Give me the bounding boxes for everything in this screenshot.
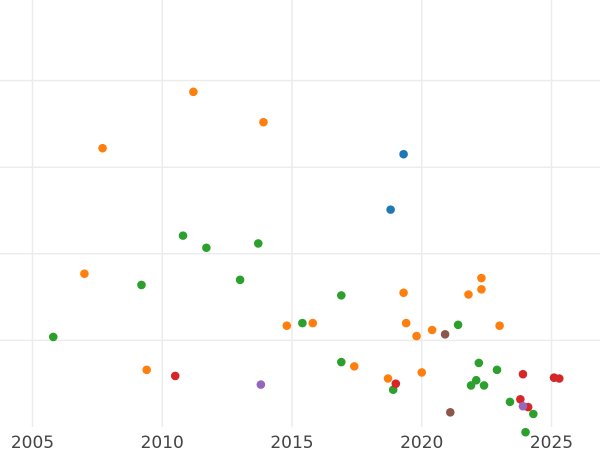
- scatter-point: [170, 371, 180, 381]
- scatter-point: [516, 394, 525, 404]
- x-axis-ticks: 2005 2010 2015 2020 2025: [11, 433, 573, 450]
- scatter-point: [518, 401, 528, 411]
- scatter-point: [189, 87, 198, 97]
- grid-layer: [0, 0, 600, 427]
- scatter-point: [492, 365, 502, 375]
- scatter-point: [399, 149, 408, 159]
- scatter-point: [440, 330, 450, 339]
- scatter-point: [477, 273, 486, 283]
- scatter-point: [554, 374, 564, 383]
- x-tick-label: 2020: [400, 433, 443, 450]
- scatter-point: [235, 275, 245, 285]
- scatter-point: [349, 362, 359, 371]
- scatter-point: [453, 320, 463, 330]
- scatter-point: [518, 369, 528, 379]
- scatter-point: [399, 288, 408, 298]
- scatter-point: [337, 357, 346, 367]
- scatter-point: [308, 318, 318, 328]
- x-tick-label: 2015: [270, 433, 313, 450]
- points-layer: [48, 87, 564, 437]
- scatter-point: [337, 291, 346, 300]
- scatter-point: [178, 231, 188, 240]
- scatter-point: [466, 381, 476, 390]
- scatter-point: [521, 427, 530, 437]
- scatter-point: [98, 143, 107, 153]
- scatter-point: [386, 205, 395, 214]
- scatter-point: [253, 239, 263, 248]
- x-tick-label: 2025: [530, 433, 573, 450]
- scatter-point: [137, 280, 146, 290]
- scatter-point: [495, 321, 504, 330]
- scatter-point: [48, 332, 58, 342]
- x-tick-label: 2005: [11, 433, 54, 450]
- scatter-point: [529, 409, 538, 419]
- scatter-point: [142, 365, 151, 375]
- scatter-point: [401, 318, 411, 328]
- scatter-point: [259, 117, 268, 127]
- scatter-point: [391, 379, 401, 389]
- scatter-point: [256, 380, 266, 389]
- scatter-point: [477, 285, 486, 294]
- scatter-point: [202, 243, 211, 253]
- scatter-point: [282, 321, 292, 330]
- scatter-point: [505, 397, 515, 407]
- scatter-point: [474, 358, 484, 368]
- scatter-point: [471, 375, 481, 385]
- x-tick-label: 2010: [141, 433, 184, 450]
- scatter-point: [445, 407, 455, 417]
- scatter-point: [479, 381, 489, 390]
- scatter-point: [80, 269, 89, 279]
- scatter-point: [412, 331, 421, 341]
- scatter-point: [298, 318, 307, 328]
- scatter-point: [464, 290, 473, 299]
- scatter-point: [427, 325, 437, 335]
- scatter-point: [417, 368, 427, 377]
- scatter-point: [383, 374, 393, 383]
